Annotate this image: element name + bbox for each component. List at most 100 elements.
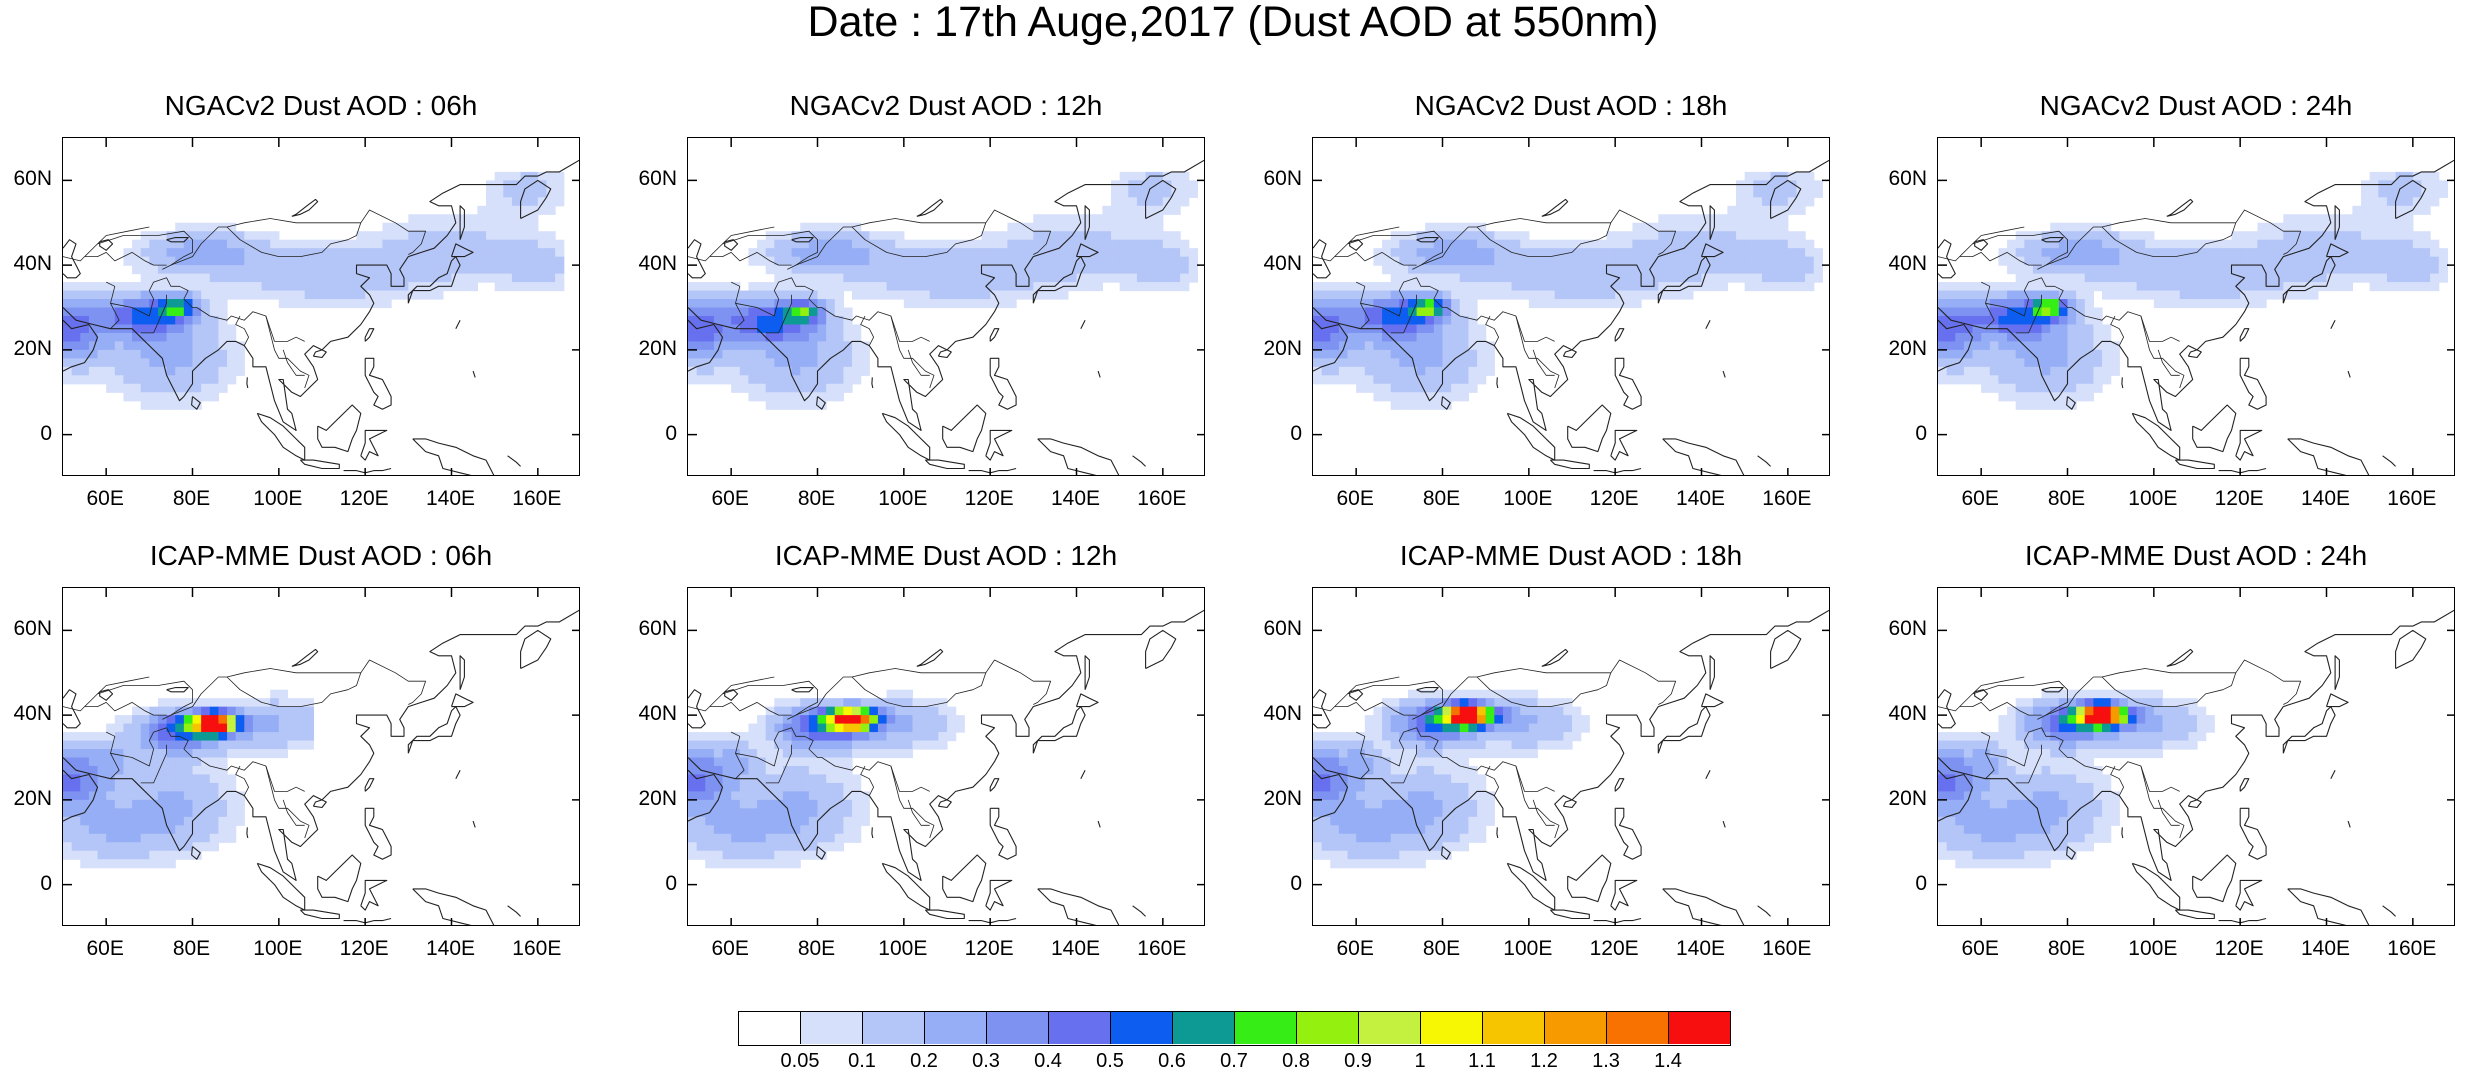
- aod-cell: [1408, 825, 1417, 834]
- aod-cell: [878, 749, 887, 758]
- aod-cell: [809, 367, 818, 376]
- aod-cell: [757, 800, 766, 809]
- aod-cell: [2162, 265, 2171, 274]
- aod-cell: [2188, 291, 2197, 300]
- aod-cell: [1503, 698, 1512, 707]
- aod-cell: [270, 274, 279, 283]
- aod-cell: [2439, 180, 2448, 189]
- aod-cell: [149, 240, 158, 249]
- coastline: [365, 779, 374, 792]
- aod-cell: [1128, 257, 1137, 266]
- coastline: [943, 855, 986, 902]
- aod-cell: [783, 248, 792, 257]
- aod-cell: [1581, 248, 1590, 257]
- aod-cell: [2162, 257, 2171, 266]
- aod-cell: [2266, 274, 2275, 283]
- aod-cell: [123, 367, 132, 376]
- aod-cell: [1425, 766, 1434, 775]
- aod-cell: [748, 358, 757, 367]
- aod-cell: [1373, 316, 1382, 325]
- aod-cell: [774, 282, 783, 291]
- aod-cell: [1365, 282, 1374, 291]
- aod-cell: [938, 707, 947, 716]
- aod-cell: [1615, 299, 1624, 308]
- aod-cell: [1399, 698, 1408, 707]
- aod-cell: [106, 791, 115, 800]
- aod-cell: [201, 384, 210, 393]
- aod-cell: [2068, 774, 2077, 783]
- aod-cell: [1408, 791, 1417, 800]
- aod-cell: [688, 766, 697, 775]
- aod-cell: [1990, 350, 1999, 359]
- aod-cell: [2370, 172, 2379, 181]
- aod-cell: [1486, 274, 1495, 283]
- aod-cell: [1356, 358, 1365, 367]
- aod-cell: [2188, 732, 2197, 741]
- aod-cell: [766, 825, 775, 834]
- aod-cell: [757, 791, 766, 800]
- aod-cell: [809, 223, 818, 232]
- lon-tick-label: 160E: [497, 488, 577, 510]
- aod-cell: [938, 291, 947, 300]
- aod-cell: [1998, 732, 2007, 741]
- coastline: [2175, 460, 2214, 468]
- aod-cell: [2154, 240, 2163, 249]
- aod-cell: [2059, 282, 2068, 291]
- aod-cell: [106, 766, 115, 775]
- aod-cell: [999, 257, 1008, 266]
- aod-cell: [2275, 231, 2284, 240]
- aod-cell: [521, 282, 530, 291]
- aod-cell: [1425, 817, 1434, 826]
- aod-cell: [861, 291, 870, 300]
- aod-cell: [184, 724, 193, 733]
- aod-cell: [774, 350, 783, 359]
- aod-cell: [1399, 859, 1408, 868]
- aod-cell: [740, 384, 749, 393]
- aod-cell: [2145, 707, 2154, 716]
- lon-tick-label: 100E: [1488, 938, 1568, 960]
- aod-cell: [1146, 231, 1155, 240]
- coastline: [2188, 350, 2201, 358]
- aod-cell: [1667, 274, 1676, 283]
- aod-cell: [106, 341, 115, 350]
- aod-cell: [201, 766, 210, 775]
- aod-cell: [1356, 766, 1365, 775]
- lat-tick-label: 60N: [1252, 618, 1302, 640]
- aod-cell: [400, 291, 409, 300]
- aod-cell: [210, 231, 219, 240]
- aod-cell: [1572, 282, 1581, 291]
- coastline: [1658, 707, 1710, 754]
- aod-cell: [1365, 749, 1374, 758]
- aod-cell: [227, 825, 236, 834]
- aod-cell: [869, 257, 878, 266]
- aod-cell: [861, 350, 870, 359]
- aod-cell: [792, 741, 801, 750]
- aod-cell: [1330, 341, 1339, 350]
- aod-cell: [555, 197, 564, 206]
- aod-cell: [861, 732, 870, 741]
- aod-cell: [1356, 316, 1365, 325]
- aod-cell: [158, 859, 167, 868]
- aod-cell: [1572, 265, 1581, 274]
- aod-cell: [63, 341, 72, 350]
- aod-cell: [1537, 257, 1546, 266]
- coastline: [1611, 880, 1637, 910]
- aod-cell: [1955, 299, 1964, 308]
- aod-cell: [158, 834, 167, 843]
- aod-cell: [2257, 291, 2266, 300]
- aod-cell: [1477, 231, 1486, 240]
- aod-cell: [921, 265, 930, 274]
- aod-cell: [2249, 265, 2258, 274]
- aod-cell: [158, 341, 167, 350]
- aod-cell: [1460, 741, 1469, 750]
- aod-cell: [731, 333, 740, 342]
- aod-cell: [1391, 766, 1400, 775]
- aod-cell: [1529, 690, 1538, 699]
- coastline: [1611, 660, 1676, 705]
- aod-cell: [175, 791, 184, 800]
- aod-cell: [2016, 291, 2025, 300]
- aod-cell: [2007, 282, 2016, 291]
- aod-cell: [964, 257, 973, 266]
- aod-cell: [287, 240, 296, 249]
- aod-cell: [809, 350, 818, 359]
